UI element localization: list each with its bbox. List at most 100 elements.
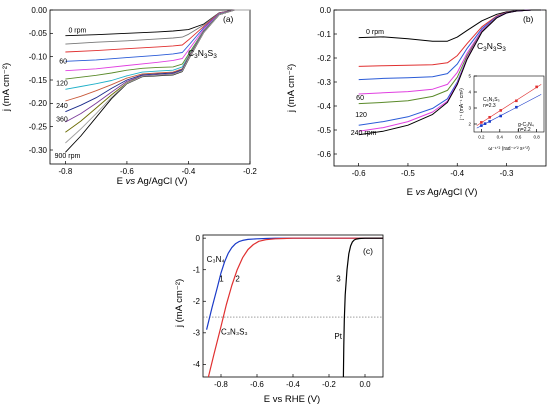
a-series-11 <box>65 9 250 153</box>
x-axis-label-b: E vs Ag/AgCl (V) <box>407 187 478 198</box>
a-curve-label-0: 0 rpm <box>68 27 86 34</box>
c-series-0 <box>206 237 383 330</box>
y-axis-label-b: j (mA cm⁻²) <box>286 64 297 113</box>
b-y-tick-label-5: -0.5 <box>317 126 331 135</box>
b-curve-label-3: 240 rpm <box>351 130 377 137</box>
b-curve-label-1: 60 <box>356 95 364 102</box>
c-x-tick-label-3: -0.2 <box>322 380 336 389</box>
c-x-tick-label-2: -0.4 <box>286 380 300 389</box>
c-y-tick-label-0: 0 <box>196 234 201 243</box>
inset-legend-c3n3s3-n: n=2.3 <box>483 103 496 109</box>
ticks-a: -0.8 -0.6 -0.4 -0.2 0.00 -0.05 -0.10 -0.15 -0.20… <box>29 6 258 176</box>
b-series-1 <box>358 9 542 67</box>
b-y-tick-label-6: -0.6 <box>317 150 331 159</box>
a-curve-label-3: 240 <box>56 103 68 110</box>
a-y-tick-label-2: -0.10 <box>29 52 48 61</box>
x-axis-label-a: E vs Ag/AgCl (V) <box>117 176 188 187</box>
c-curve-label-2: 2 <box>235 275 240 284</box>
inset-point-0-4 <box>535 85 538 89</box>
c-curve-label-1: 1 <box>219 275 224 284</box>
c-series-2 <box>342 237 383 378</box>
b-x-tick-label-0: -0.6 <box>352 169 366 178</box>
b-x-tick-label-3: -0.3 <box>500 169 514 178</box>
panel-label-a: (a) <box>223 14 234 24</box>
series-group-c <box>206 237 383 378</box>
b-y-tick-label-2: -0.2 <box>317 54 331 63</box>
inset-legend-gc3n4-n: n=2.2 <box>518 127 531 133</box>
c-x-tick-label-4: 0.0 <box>359 380 371 389</box>
series-group-b <box>358 9 542 136</box>
a-series-12 <box>65 9 250 144</box>
a-curve-label-5: 900 rpm <box>55 153 81 160</box>
b-x-tick-label-1: -0.5 <box>401 169 415 178</box>
inset-y-tick-label-1: 3 <box>468 106 471 111</box>
c-y-tick-label-3: -3 <box>193 329 201 338</box>
y-axis-label-c: j (mA cm⁻²) <box>174 279 185 328</box>
a-y-tick-label-5: -0.25 <box>29 122 48 131</box>
x-axis-label-c: E vs RHE (V) <box>264 394 320 405</box>
inset-y-label: j⁻¹ (mA⁻¹ cm²) <box>459 88 465 121</box>
b-series-2 <box>358 9 542 81</box>
compound-label-b: C3N3S3 <box>477 41 506 53</box>
a-x-tick-label-2: -0.4 <box>182 167 196 176</box>
inset-point-1-3 <box>499 114 503 118</box>
plot-frame-a <box>49 9 251 165</box>
c-y-tick-label-4: -4 <box>193 360 201 369</box>
y-axis-label-a: j (mA cm⁻²) <box>1 63 12 112</box>
panel-label-b: (b) <box>523 14 534 24</box>
inset-point-0-0 <box>480 121 483 124</box>
a-y-tick-label-1: -0.05 <box>29 29 48 38</box>
compound-label-a: C3N3S3 <box>188 48 217 60</box>
ticks-b: -0.6 -0.5 -0.4 -0.3 0.0 -0.1 -0.2 -0.3 -0.4 -0.5 -… <box>317 6 514 178</box>
a-series-9 <box>65 9 250 123</box>
b-y-tick-label-4: -0.4 <box>317 102 331 111</box>
inset-x-label: ω⁻¹ᐟ² (rad⁻¹ᐟ² s¹ᐟ²) <box>488 146 530 152</box>
a-y-tick-label-4: -0.20 <box>29 99 48 108</box>
inset-y-tick-label-0: 2 <box>468 122 471 127</box>
b-series-0 <box>358 9 542 42</box>
inset-legend-gc3n4-name: g-C₃N₄ <box>518 122 534 128</box>
a-curve-label-1: 60 <box>59 59 67 66</box>
b-y-tick-label-1: -0.1 <box>317 30 331 39</box>
a-x-tick-label-3: -0.2 <box>243 167 257 176</box>
inset-x-tick-label-3: 0.8 <box>533 135 540 140</box>
ticks-c: -0.8 -0.6 -0.4 -0.2 0.0 0 -1 -2 -3 -4 <box>193 234 371 389</box>
c-y-tick-label-2: -2 <box>193 297 201 306</box>
panel-label-c: (c) <box>363 246 373 256</box>
inset-series-group <box>476 84 542 129</box>
c-y-tick-label-1: -1 <box>193 266 201 275</box>
inset-x-tick-label-2: 0.6 <box>515 135 522 140</box>
c-x-tick-label-0: -0.8 <box>214 380 228 389</box>
inset-x-tick-label-0: 0.2 <box>478 135 485 140</box>
b-y-tick-label-0: 0.0 <box>320 6 332 15</box>
b-curve-label-2: 120 <box>355 112 367 119</box>
curve-labels-a: 0 rpm 60 120 240 360 900 rpm <box>55 27 87 160</box>
inset-point-0-3 <box>515 99 518 103</box>
inset-point-0-1 <box>488 115 491 119</box>
inset-point-1-0 <box>480 124 483 127</box>
inset-fit-line-0 <box>476 84 542 126</box>
a-y-tick-label-0: 0.00 <box>31 6 47 15</box>
chart-panel-c: -0.8 -0.6 -0.4 -0.2 0.0 0 -1 -2 -3 -4 C₃N₄ 1 2 3 C₃N₃… <box>174 234 384 405</box>
inset-point-0-2 <box>499 109 503 112</box>
inset-x-tick-label-1: 0.4 <box>497 135 504 140</box>
a-curve-label-4: 360 <box>56 117 68 124</box>
b-curve-label-0: 0 rpm <box>366 29 384 36</box>
chart-panel-b: -0.6 -0.5 -0.4 -0.3 0.0 -0.1 -0.2 -0.3 -0.4 -0.5 -… <box>286 6 547 198</box>
curve-labels-b: 0 rpm 60 120 240 rpm <box>351 29 384 137</box>
series-group-a <box>65 9 250 153</box>
b-y-tick-label-3: -0.3 <box>317 78 331 87</box>
inset-y-tick-label-3: 5 <box>468 74 471 79</box>
inset-plot: 0.2 0.4 0.6 0.8 2 3 4 5 ω⁻¹ᐟ² (rad⁻¹ᐟ² s¹ᐟ²) j⁻… <box>459 74 545 152</box>
a-series-8 <box>65 9 250 113</box>
a-y-tick-label-3: -0.15 <box>29 76 48 85</box>
inset-point-1-4 <box>515 105 518 109</box>
plot-frame-c <box>202 234 384 378</box>
c-x-tick-label-1: -0.6 <box>250 380 264 389</box>
inset-ticks: 0.2 0.4 0.6 0.8 2 3 4 5 <box>468 74 540 140</box>
plot-frame-b <box>333 9 547 167</box>
c-curve-label-0: C₃N₄ <box>207 255 225 264</box>
inset-point-1-2 <box>488 120 491 123</box>
inset-y-tick-label-2: 4 <box>468 90 471 95</box>
